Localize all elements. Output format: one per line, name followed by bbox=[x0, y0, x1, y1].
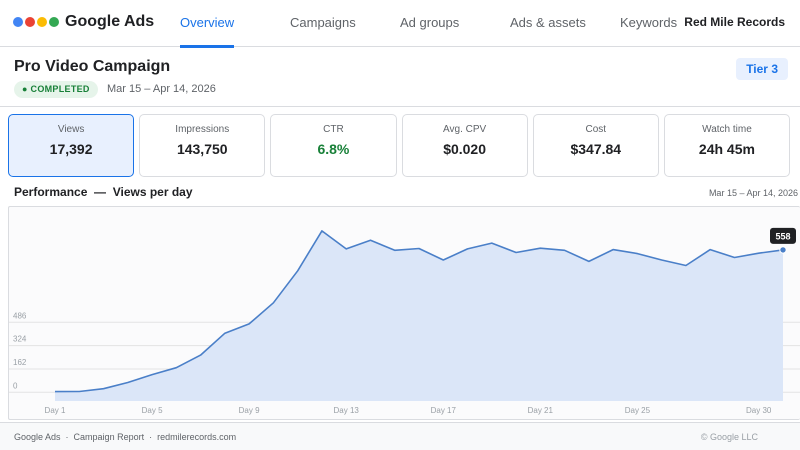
tier-badge: Tier 3 bbox=[736, 58, 788, 80]
kpi-label: Avg. CPV bbox=[443, 124, 487, 135]
brand-logo[interactable]: Google Ads bbox=[13, 12, 154, 32]
tab-keywords[interactable]: Keywords bbox=[620, 15, 678, 30]
kpi-label: Watch time bbox=[702, 124, 752, 135]
tab-overview[interactable]: Overview bbox=[180, 0, 235, 48]
views-area bbox=[55, 230, 783, 401]
kpi-value: $347.84 bbox=[570, 141, 622, 157]
top-nav-bar: Google Ads Overview Campaigns Ad groups … bbox=[0, 0, 800, 48]
y-tick-label: 324 bbox=[13, 335, 27, 344]
value-tooltip bbox=[770, 227, 796, 244]
footer-links: Google Ads · Campaign Report · redmilerecord… bbox=[14, 432, 236, 442]
brand-name: Google Ads bbox=[65, 13, 155, 30]
account-name[interactable]: Red Mile Records bbox=[684, 15, 785, 29]
kpi-card-views[interactable]: Views 17,392 bbox=[8, 114, 135, 177]
views-area-chart: 0 162 324 486 Day 1 Day 5 Day 9 Day 13 Day 17 Day… bbox=[9, 227, 800, 415]
performance-chart: 0 162 324 486 Day 1 Day 5 Day 9 Day 13 Day 17 Day… bbox=[8, 206, 800, 420]
kpi-card-ctr[interactable]: CTR 6.8% bbox=[270, 114, 397, 177]
kpi-value: 143,750 bbox=[176, 141, 228, 157]
kpi-value: $0.020 bbox=[443, 141, 487, 157]
logo-dot-yellow bbox=[37, 17, 47, 27]
kpi-card-cost[interactable]: Cost $347.84 bbox=[532, 114, 659, 177]
campaign-header: Pro Video Campaign ● COMPLETED Mar 15 – … bbox=[0, 48, 800, 107]
kpi-label: Cost bbox=[585, 124, 607, 135]
y-tick-label: 0 bbox=[13, 381, 18, 390]
campaign-date-range: Mar 15 – Apr 14, 2026 bbox=[107, 83, 216, 95]
tab-ad-groups[interactable]: Ad groups bbox=[400, 15, 460, 30]
kpi-card-avg-cpv[interactable]: Avg. CPV $0.020 bbox=[401, 114, 528, 177]
footer-separator: · bbox=[65, 432, 69, 442]
latest-point[interactable] bbox=[779, 246, 787, 254]
chart-labels: 0 162 324 486 Day 1 Day 5 Day 9 Day 13 Day 17 Day… bbox=[13, 227, 796, 415]
kpi-value: 6.8% bbox=[317, 141, 350, 157]
value-tooltip-label: 558 bbox=[775, 231, 790, 241]
x-tick-label: Day 25 bbox=[625, 406, 651, 415]
kpi-value: 24h 45m bbox=[698, 141, 755, 157]
footer-separator: · bbox=[149, 432, 153, 442]
logo-dot-blue bbox=[13, 17, 23, 27]
logo-dot-red bbox=[25, 17, 35, 27]
kpi-card-impressions[interactable]: Impressions 143,750 bbox=[139, 114, 266, 177]
chart-series bbox=[54, 230, 787, 401]
tab-campaigns[interactable]: Campaigns bbox=[290, 15, 356, 30]
footer: Google Ads · Campaign Report · redmilerecord… bbox=[0, 422, 800, 450]
logo-dot-green bbox=[49, 17, 59, 27]
x-tick-label: Day 1 bbox=[45, 406, 66, 415]
footer-link-website[interactable]: redmilerecords.com bbox=[157, 432, 237, 442]
footer-link-google-ads[interactable]: Google Ads bbox=[14, 432, 61, 442]
footer-link-campaign-report[interactable]: Campaign Report bbox=[73, 432, 145, 442]
x-tick-label: Day 17 bbox=[431, 406, 457, 415]
performance-title: Performance — Views per day bbox=[14, 185, 193, 199]
x-tick-label: Day 5 bbox=[142, 406, 163, 415]
x-tick-label: Day 21 bbox=[528, 406, 554, 415]
x-tick-label: Day 9 bbox=[239, 406, 260, 415]
page-title: Pro Video Campaign bbox=[14, 58, 171, 75]
kpi-label: Views bbox=[57, 124, 85, 135]
footer-copyright: © Google LLC bbox=[700, 432, 758, 442]
performance-date-range: Mar 15 – Apr 14, 2026 bbox=[708, 188, 798, 198]
google-dots-icon bbox=[13, 17, 59, 27]
tab-ads-assets[interactable]: Ads & assets bbox=[510, 15, 586, 30]
x-tick-label: Day 30 bbox=[746, 406, 772, 415]
status-badge: ● COMPLETED bbox=[14, 81, 98, 98]
kpi-label: Impressions bbox=[175, 124, 230, 135]
x-tick-label: Day 13 bbox=[334, 406, 360, 415]
kpi-cards: Views 17,392 Impressions 143,750 CTR 6.8… bbox=[8, 114, 791, 177]
y-tick-label: 162 bbox=[13, 358, 27, 367]
kpi-label: CTR bbox=[323, 124, 344, 135]
kpi-card-watch-time[interactable]: Watch time 24h 45m bbox=[663, 114, 791, 177]
kpi-value: 17,392 bbox=[49, 141, 93, 157]
y-tick-label: 486 bbox=[13, 311, 27, 320]
